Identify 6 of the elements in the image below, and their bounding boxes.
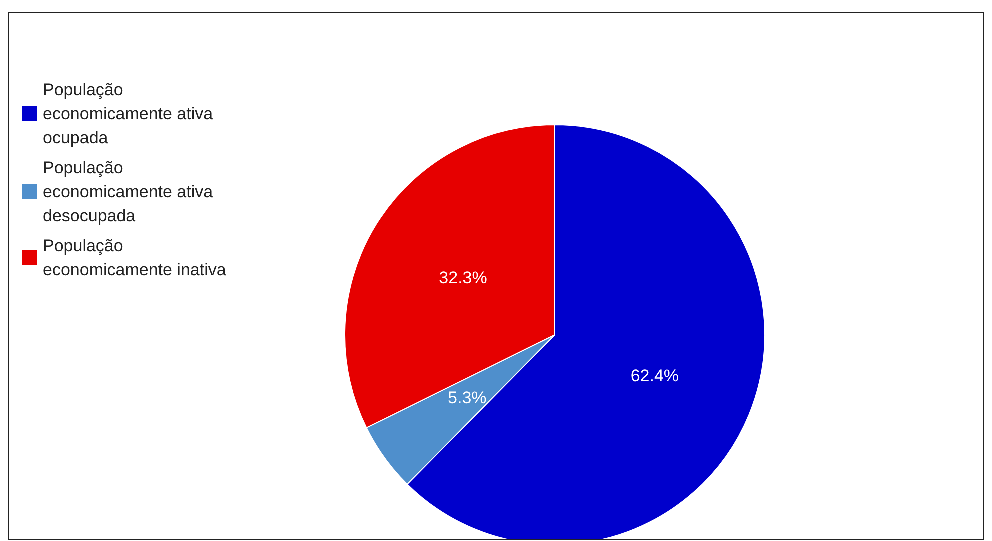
data-label: 32.3% <box>439 268 488 288</box>
data-label: 5.3% <box>448 388 487 408</box>
legend-label: População economicamente ativa desocupada <box>43 158 218 226</box>
legend-label: População economicamente inativa <box>43 236 227 280</box>
legend-label: População economicamente ativa ocupada <box>43 80 218 148</box>
data-label: 62.4% <box>630 366 680 386</box>
